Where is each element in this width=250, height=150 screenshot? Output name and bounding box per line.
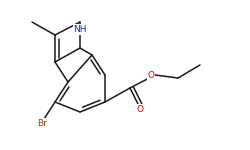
Text: Br: Br [37,119,47,128]
Text: O: O [148,70,154,80]
Text: NH: NH [73,25,87,34]
Text: O: O [136,105,143,114]
